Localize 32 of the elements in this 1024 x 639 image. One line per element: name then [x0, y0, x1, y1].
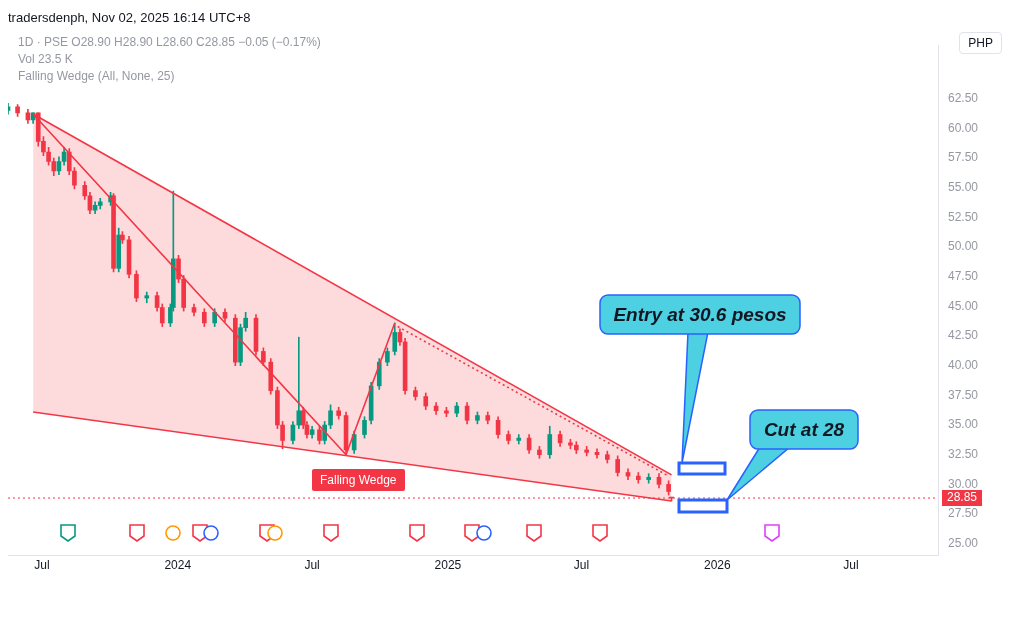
- annotation: Vol 23.5 K: [18, 51, 74, 68]
- y-tick-label: 37.50: [948, 387, 979, 402]
- y-tick-label: 55.00: [948, 179, 979, 194]
- ref-line-label: 28.85: [947, 490, 978, 505]
- y-tick-label: 60.00: [948, 120, 979, 135]
- y-tick-label: 30.00: [948, 476, 979, 491]
- y-axis-title: PHP: [959, 32, 1002, 54]
- y-tick-label: 52.50: [948, 209, 979, 224]
- y-tick-label: 57.50: [948, 150, 979, 165]
- y-tick-label: 27.50: [948, 506, 979, 521]
- y-tick-label: 32.50: [948, 447, 979, 462]
- x-tick-label: Jul: [304, 558, 320, 573]
- x-tick-label: Jul: [573, 558, 590, 573]
- text: tradersdenph, Nov 02, 2025 16:14 UTC+8: [8, 9, 252, 27]
- chart-title: 1D · PSE O28.90 H28.90 L28.60 C28.85 −0.05 (−0.17%): [18, 34, 321, 51]
- x-tick-label: Jul: [843, 558, 859, 573]
- x-tick-label: 2026: [703, 558, 731, 573]
- y-tick-label: 42.50: [948, 328, 979, 343]
- x-tick-label: 2024: [164, 558, 192, 573]
- y-tick-label: 47.50: [948, 268, 979, 283]
- y-tick-label: 50.00: [948, 239, 979, 254]
- y-tick-label: 40.00: [948, 358, 979, 372]
- y-tick-label: 45.00: [948, 298, 979, 313]
- annotation: Falling Wedge (All, None, 25): [18, 68, 176, 85]
- y-tick-label: 35.00: [948, 417, 979, 432]
- annotation: Cut at 28: [750, 410, 858, 449]
- x-tick-label: 2025: [434, 558, 462, 573]
- annotation: Entry at 30.6 pesos: [600, 295, 800, 334]
- y-tick-label: 25.00: [948, 536, 979, 551]
- x-tick-label: Jul: [34, 558, 50, 573]
- annotation: Falling Wedge: [312, 469, 405, 491]
- y-tick-label: 62.50: [948, 90, 979, 105]
